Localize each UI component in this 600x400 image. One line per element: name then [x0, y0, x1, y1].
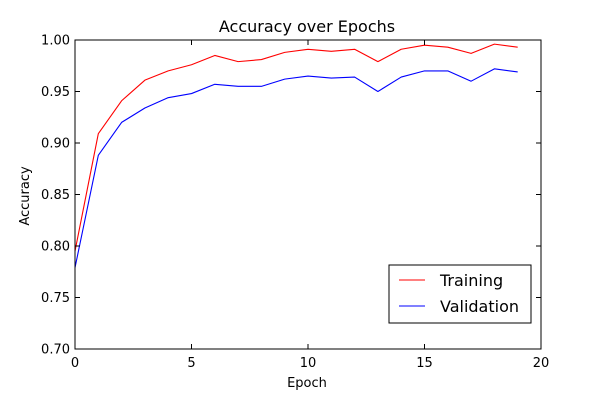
legend-label-training: Training: [439, 271, 503, 290]
y-axis-label: Accuracy: [18, 166, 33, 226]
plot-area: 0 5 10 15 20 0.70 0.75 0.80 0.85 0.90 0.95 1.00: [41, 34, 549, 372]
y-tick-label: 0.90: [41, 137, 70, 152]
x-tick-label: 0: [71, 356, 79, 371]
x-tick-label: 10: [300, 356, 317, 371]
y-tick-label: 0.75: [41, 291, 70, 306]
series-line-validation: [74, 68, 518, 268]
x-tick-label: 5: [187, 356, 195, 371]
y-tick-label: 0.70: [41, 343, 70, 358]
chart-title: Accuracy over Epochs: [219, 17, 395, 36]
y-tick-label: 0.85: [41, 188, 70, 203]
legend: Training Validation: [388, 264, 532, 324]
y-tick-label: 1.00: [41, 34, 70, 49]
y-tick-label: 0.95: [41, 85, 70, 100]
y-tick-label: 0.80: [41, 240, 70, 255]
series-line-training: [74, 43, 518, 252]
x-tick-label: 20: [533, 356, 550, 371]
x-axis-label: Epoch: [287, 376, 327, 391]
legend-box: [388, 264, 532, 324]
x-tick-label: 15: [416, 356, 433, 371]
legend-label-validation: Validation: [440, 297, 519, 316]
